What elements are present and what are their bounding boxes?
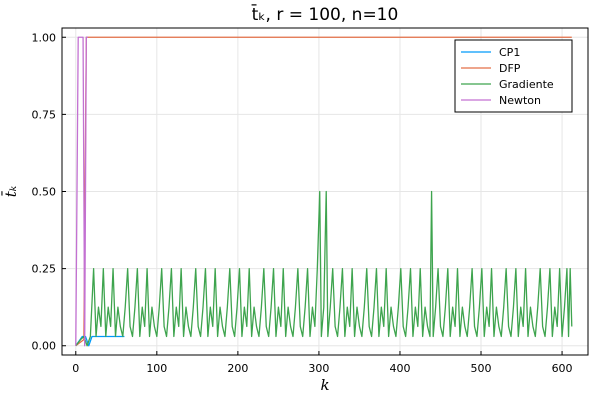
x-tick-label: 400	[389, 362, 410, 375]
legend-label: Newton	[499, 94, 541, 107]
y-tick-label: 0.00	[32, 340, 57, 353]
x-tick-label: 500	[471, 362, 492, 375]
grid	[62, 28, 588, 355]
legend-label: Gradiente	[499, 78, 554, 91]
series-line-newton	[75, 36, 88, 347]
x-axis-label: k	[320, 376, 329, 394]
series-line-gradiente	[75, 190, 573, 347]
legend-label: DFP	[499, 62, 521, 75]
x-tick-label: 200	[227, 362, 248, 375]
y-axis-label: t̄ₖ	[2, 185, 20, 197]
x-tick-label: 100	[146, 362, 167, 375]
chart-title: t̄ₖ, r = 100, n=10	[251, 3, 398, 25]
legend-label: CP1	[499, 46, 520, 59]
y-tick-label: 0.25	[32, 263, 57, 276]
series-layer	[75, 36, 573, 347]
y-tick-label: 1.00	[32, 31, 57, 44]
x-tick-label: 300	[308, 362, 329, 375]
axis-ticks: 0 100 200 300 400 500 600 0.00 0.25 0.50 0.75 1.00	[32, 31, 573, 375]
y-tick-label: 0.75	[32, 108, 57, 121]
x-tick-label: 600	[552, 362, 573, 375]
legend: CP1 DFP Gradiente Newton	[454, 39, 573, 113]
series-line-dfp	[75, 36, 572, 347]
y-tick-label: 0.50	[32, 186, 57, 199]
x-tick-label: 0	[72, 362, 79, 375]
